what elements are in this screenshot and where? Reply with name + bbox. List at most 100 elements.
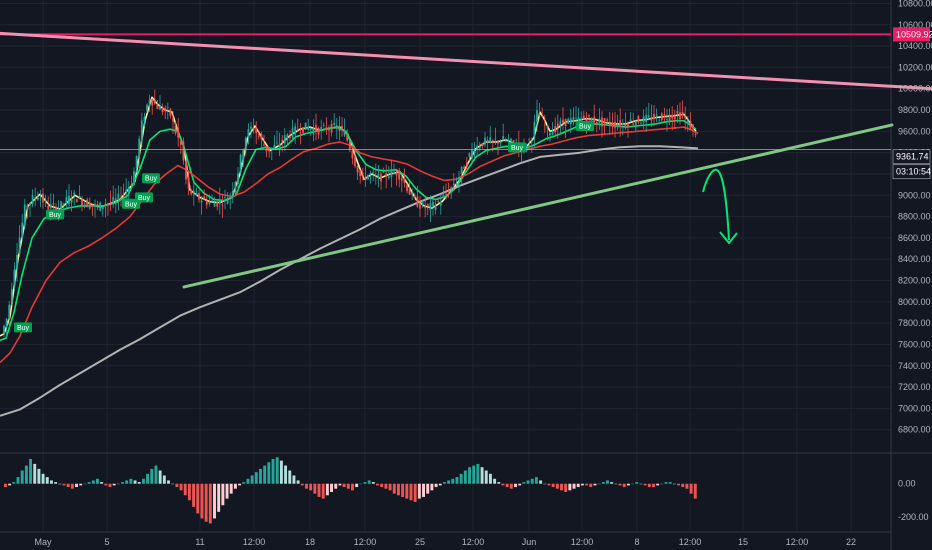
price-tick-label: 10000.00 — [898, 84, 932, 94]
histogram-bar — [330, 483, 334, 492]
histogram-bar — [434, 483, 438, 488]
candle-body — [637, 116, 640, 123]
histogram-bar — [622, 483, 626, 488]
candle-body — [52, 203, 55, 205]
histogram-bar — [4, 483, 7, 488]
histogram-bar — [221, 483, 225, 506]
histogram-bar — [564, 483, 568, 492]
candle-body — [218, 200, 221, 204]
candle-body — [83, 203, 86, 205]
histogram-bar — [167, 480, 170, 484]
histogram-bar — [551, 483, 555, 488]
histogram-bar — [526, 480, 530, 484]
buy-label-text: Buy — [511, 145, 524, 152]
candle-body — [148, 99, 151, 106]
candle-body — [567, 118, 570, 124]
histogram-bar — [54, 482, 58, 484]
candle-body — [278, 144, 281, 148]
candle-body — [13, 269, 16, 284]
buy-label-text: Buy — [579, 124, 592, 131]
candle-body — [502, 136, 505, 141]
time-tick-label: 12:00 — [354, 537, 377, 547]
candle-body — [364, 177, 367, 181]
candle-body — [104, 205, 107, 207]
candle-body — [689, 121, 692, 131]
histogram-bar — [417, 483, 421, 499]
histogram-bar — [121, 482, 124, 484]
candle-body — [629, 119, 632, 122]
buy-label: Buy — [576, 121, 594, 132]
candle-body — [406, 184, 408, 192]
histogram-bar — [45, 477, 49, 484]
time-tick-label: 12:00 — [243, 537, 266, 547]
candle-body — [367, 175, 369, 179]
histogram-bar — [108, 483, 112, 488]
histogram-bar — [371, 482, 375, 484]
price-tick-label: 8000.00 — [898, 297, 931, 307]
candle-body — [460, 166, 463, 175]
histogram-bar — [196, 483, 200, 514]
candle-body — [146, 104, 148, 111]
histogram-bar — [100, 482, 104, 484]
candle-body — [582, 115, 585, 119]
candle-body — [354, 156, 356, 167]
buy-label-text: Buy — [49, 212, 62, 219]
candle-body — [21, 222, 24, 238]
candle-body — [120, 198, 122, 200]
candle-body — [18, 237, 21, 255]
histogram-bar — [29, 458, 33, 484]
candle-body — [205, 200, 208, 205]
candle-body — [432, 201, 434, 206]
histogram-bar — [560, 483, 563, 491]
candle-body — [101, 207, 104, 209]
price-axis[interactable]: 6800.00 7000.00 7200.00 7400.00 7600.00 7800.… — [898, 0, 932, 522]
histogram-bar — [129, 478, 133, 484]
candle-body — [559, 120, 562, 126]
candle-body — [213, 202, 216, 207]
histogram-bar — [426, 483, 430, 494]
histogram-bar — [363, 482, 367, 484]
candle-body — [328, 129, 330, 131]
histogram-bar — [488, 473, 492, 484]
histogram-bar — [451, 478, 455, 484]
histogram-bar — [187, 483, 191, 501]
price-tag-box — [893, 27, 930, 42]
oscillator-tick-label: -200.00 — [898, 512, 929, 522]
price-tick-label: 8800.00 — [898, 212, 931, 222]
histogram-bar — [313, 483, 317, 494]
candle-body — [494, 139, 497, 141]
candle-body — [164, 108, 167, 111]
histogram-bar — [8, 483, 12, 486]
candle-body — [543, 124, 546, 126]
histogram-bar — [250, 475, 254, 484]
candle-body — [127, 187, 130, 193]
candle-body — [31, 195, 34, 204]
histogram-bar — [233, 483, 237, 489]
candle-body — [36, 197, 39, 200]
candle-body — [468, 153, 471, 157]
histogram-bar — [150, 468, 154, 484]
histogram-bar — [555, 483, 559, 489]
candle-body — [606, 119, 609, 121]
candle-body — [182, 141, 185, 161]
histogram-bar — [505, 483, 509, 488]
histogram-bar — [37, 468, 41, 484]
histogram-bar — [547, 483, 551, 486]
histogram-bar — [484, 470, 488, 484]
histogram-bar — [217, 483, 221, 512]
time-tick-label: 8 — [634, 537, 639, 547]
histogram-bar — [480, 467, 484, 484]
histogram-bar — [271, 458, 275, 484]
price-tick-label: 7400.00 — [898, 361, 931, 371]
candle-body — [421, 202, 424, 206]
candle-body — [686, 120, 689, 124]
histogram-bar — [338, 483, 342, 486]
candle-body — [23, 204, 26, 226]
time-tick-label: 12:00 — [571, 537, 594, 547]
candle-body — [143, 117, 146, 122]
histogram-bar — [677, 483, 681, 486]
time-axis[interactable]: May 5 11 12:00 18 12:00 25 12:00 Jun 12:00 8 12:00 1… — [34, 537, 856, 547]
